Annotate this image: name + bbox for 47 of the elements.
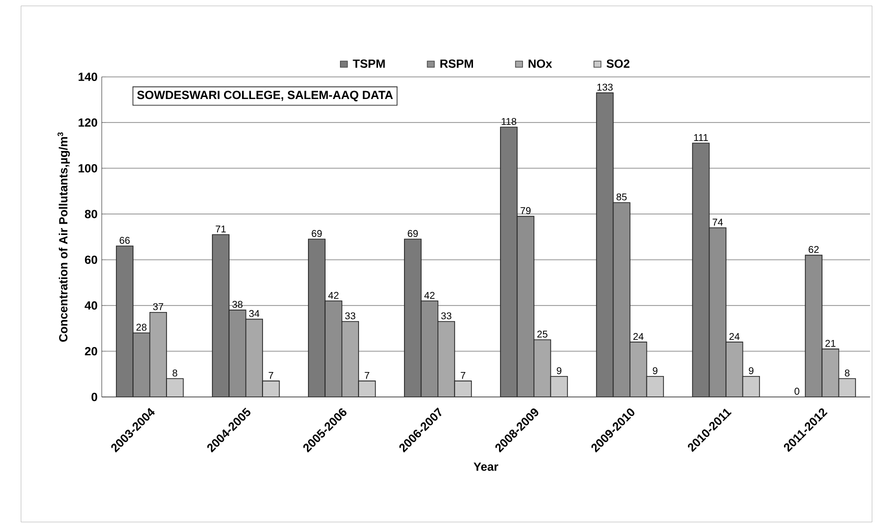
y-tick-label: 0 <box>92 392 98 402</box>
data-label: 8 <box>844 370 850 376</box>
data-label: 71 <box>216 226 226 232</box>
data-label: 7 <box>268 372 274 379</box>
data-label: 21 <box>825 340 836 347</box>
y-tick-label: 60 <box>84 256 98 264</box>
y-tick-label: 20 <box>84 347 98 356</box>
data-label: 69 <box>408 230 418 237</box>
data-label: 133 <box>597 84 613 91</box>
data-label: 8 <box>172 370 178 376</box>
data-label: 25 <box>537 330 548 338</box>
data-label: 62 <box>808 246 819 253</box>
data-label: 74 <box>712 218 723 226</box>
data-label: 33 <box>345 312 356 320</box>
data-label: 118 <box>502 118 516 125</box>
data-label: 24 <box>633 333 644 340</box>
y-tick-label: 80 <box>84 210 98 218</box>
data-label: 37 <box>153 303 164 310</box>
x-axis-title: Year <box>474 462 498 471</box>
data-label: 111 <box>694 134 708 141</box>
legend-label: TSPM <box>352 59 385 68</box>
text: SOWDESWARI COLLEGE, SALEM-AAQ DATA <box>137 90 393 102</box>
y-tick-label: 140 <box>78 72 98 81</box>
data-label: 34 <box>249 310 260 318</box>
data-label: 0 <box>794 388 800 395</box>
y-tick-label: 40 <box>84 301 98 310</box>
data-label: 9 <box>652 367 658 374</box>
y-tick-label: 100 <box>78 164 98 172</box>
legend-label: RSPM <box>440 59 473 68</box>
y-tick-label: 120 <box>78 118 98 127</box>
y-axis-title: Concentration of Air Pollutants,µg/m$^{3}$ <box>58 132 70 342</box>
data-label: 69 <box>312 230 322 237</box>
data-label: 9 <box>748 367 754 374</box>
data-label: 7 <box>460 372 466 379</box>
data-label: 33 <box>441 312 452 320</box>
data-label: 85 <box>616 193 627 200</box>
data-label: 7 <box>364 372 370 379</box>
data-label: 9 <box>556 367 562 374</box>
legend-label: NOx <box>528 59 552 68</box>
legend-label: SO2 <box>606 59 630 68</box>
data-label: 24 <box>729 333 740 340</box>
data-label: 28 <box>136 324 146 331</box>
data-label: 38 <box>232 300 243 308</box>
data-label: 42 <box>328 292 338 299</box>
data-label: 42 <box>424 292 435 299</box>
data-label: 79 <box>520 207 531 214</box>
data-label: 66 <box>120 236 130 244</box>
